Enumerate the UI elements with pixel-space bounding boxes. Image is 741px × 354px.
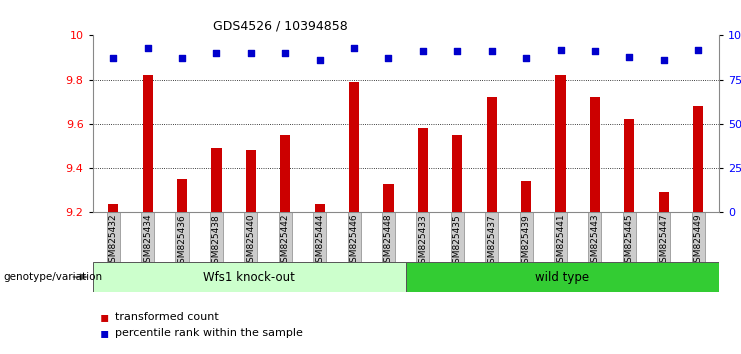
Bar [406,262,719,292]
Point [486,48,498,54]
Point [554,47,566,52]
Point [348,45,360,51]
Bar [624,120,634,212]
Point [623,54,635,59]
Bar [142,75,153,212]
Bar [93,262,406,292]
Point [107,56,119,61]
Point [589,48,601,54]
Text: ▪: ▪ [100,326,110,340]
Point [142,45,153,51]
Title: GDS4526 / 10394858: GDS4526 / 10394858 [213,20,348,33]
Text: wild type: wild type [535,270,589,284]
Text: percentile rank within the sample: percentile rank within the sample [115,328,303,338]
Bar [452,135,462,212]
Point [279,50,291,56]
Text: transformed count: transformed count [115,312,219,322]
Text: genotype/variation: genotype/variation [4,272,103,282]
Point [382,56,394,61]
Bar [555,75,565,212]
Point [417,48,429,54]
Bar [383,184,393,212]
Bar [418,129,428,212]
Bar [314,204,325,212]
Bar [108,204,119,212]
Bar [349,82,359,212]
Point [245,50,257,56]
Point [451,48,463,54]
Point [658,57,670,63]
Bar [590,97,600,212]
Bar [693,106,703,212]
Point [692,47,704,52]
Point [176,56,188,61]
Bar [280,135,290,212]
Point [210,50,222,56]
Point [520,56,532,61]
Bar [659,193,669,212]
Point [313,57,325,63]
Text: ▪: ▪ [100,310,110,324]
Bar [246,150,256,212]
Bar [211,148,222,212]
Bar [487,97,497,212]
Bar [521,182,531,212]
Bar [177,179,187,212]
Text: Wfs1 knock-out: Wfs1 knock-out [203,270,295,284]
